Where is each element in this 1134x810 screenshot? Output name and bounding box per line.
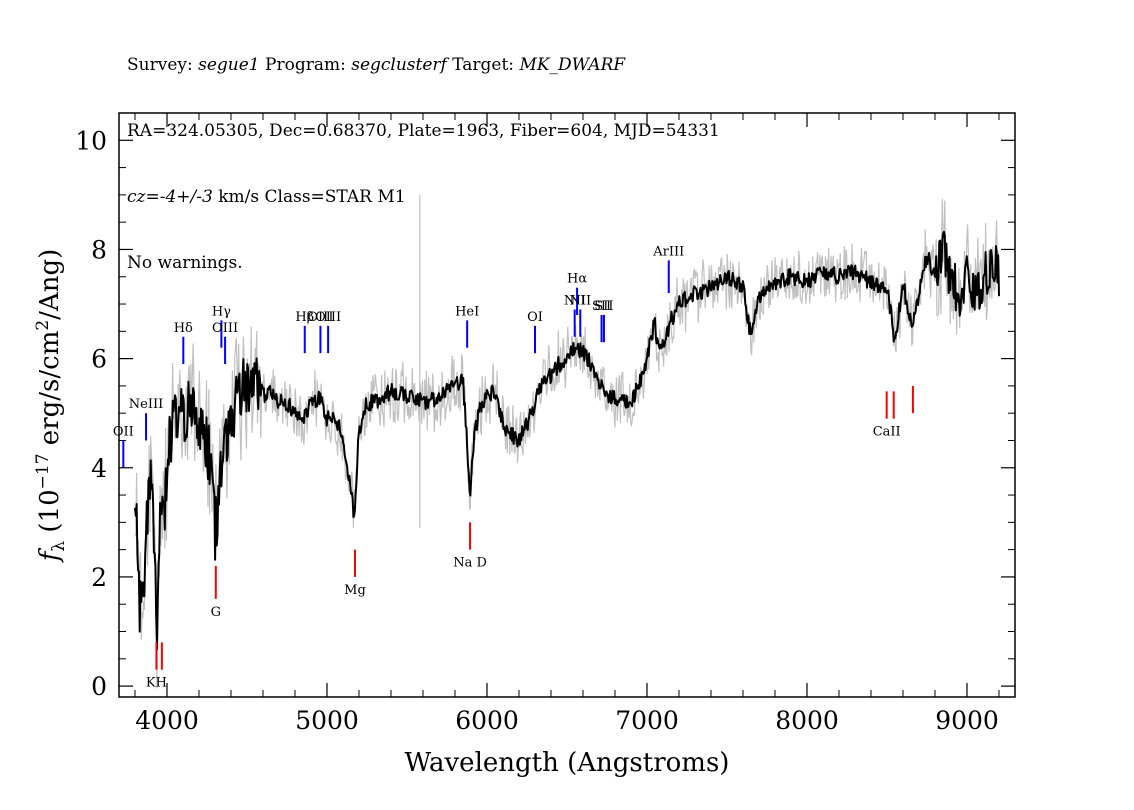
x-tick-label: 8000 (775, 706, 839, 735)
flux-series (134, 230, 1000, 651)
emission-line-label-h: Hβ (295, 310, 314, 325)
plot-frame (118, 112, 1016, 698)
absorption-line-label-kh: KH (146, 676, 167, 691)
x-tick-label: 4000 (135, 706, 199, 735)
axis-ticks: 4000 5000 6000 7000 8000 9000 0 2 4 6 8 10 (75, 113, 1015, 735)
cz-value: -4+/-3 (159, 187, 213, 207)
emission-line-label-neiii: NeIII (129, 397, 163, 412)
emission-line-label-hei: HeI (455, 304, 479, 319)
target-label: Target: (446, 55, 520, 75)
emission-line-label-sii: SII (594, 299, 613, 314)
emission-line-label-h: Hα (567, 272, 587, 287)
emission-line-label-oiii: OIII (315, 310, 341, 325)
emission-line-label-oiii: OIII (307, 310, 333, 325)
flux-series-line (134, 230, 1000, 651)
error-band (134, 194, 1000, 689)
y-tick-label: 10 (75, 126, 107, 155)
y-tick-label: 4 (91, 454, 107, 483)
absorption-line-label-caii: CaII (873, 425, 901, 440)
emission-line-label-oiii: OIII (212, 321, 238, 336)
header-line-survey: Survey: segue1 Program: segclusterf Targ… (127, 54, 720, 76)
emission-line-label-h: Hγ (212, 304, 231, 319)
x-tick-label: 5000 (295, 706, 359, 735)
header-line-coordinates: RA=324.05305, Dec=0.68370, Plate=1963, F… (127, 121, 720, 141)
y-tick-label: 8 (91, 235, 107, 264)
program-label: Program: (259, 55, 352, 75)
x-tick-label: 6000 (455, 706, 519, 735)
emission-line-label-ariii: ArIII (652, 244, 684, 259)
emission-line-label-sii: SII (592, 299, 611, 314)
program-value: segclusterf (351, 55, 447, 75)
error-series-line (134, 198, 1000, 689)
header-line-warnings: No warnings. (127, 253, 243, 273)
target-value: MK_DWARF (519, 55, 626, 75)
survey-label: Survey: (127, 55, 199, 75)
emission-line-label-h: Hδ (174, 321, 193, 336)
cz-label: cz= (127, 187, 160, 207)
absorption-line-label-g: G (211, 605, 221, 620)
class-text: km/s Class=STAR M1 (212, 187, 406, 207)
x-tick-label: 9000 (935, 706, 999, 735)
spectrum-header: Survey: segue1 Program: segclusterf Targ… (127, 10, 720, 296)
emission-line-label-nii: NII (564, 293, 586, 308)
emission-line-label-nii: NII (569, 293, 591, 308)
y-axis-title-text: fλ (10−17 erg/s/cm2/Ang) (33, 249, 69, 564)
x-tick-label: 7000 (615, 706, 679, 735)
y-tick-label: 2 (91, 563, 107, 592)
absorption-line-label-na-d: Na D (453, 556, 487, 571)
absorption-line-label-mg: Mg (344, 583, 366, 598)
emission-line-label-oii: OII (113, 424, 134, 439)
header-line-redshift: cz=-4+/-3 km/s Class=STAR M1 (127, 186, 720, 208)
y-tick-label: 6 (91, 345, 107, 374)
y-axis-title: fλ (10−17 erg/s/cm2/Ang) (33, 249, 69, 564)
y-tick-label: 0 (91, 672, 107, 701)
emission-line-label-oi: OI (527, 310, 543, 325)
survey-value: segue1 (198, 55, 260, 75)
x-axis-title: Wavelength (Angstroms) (405, 748, 730, 778)
